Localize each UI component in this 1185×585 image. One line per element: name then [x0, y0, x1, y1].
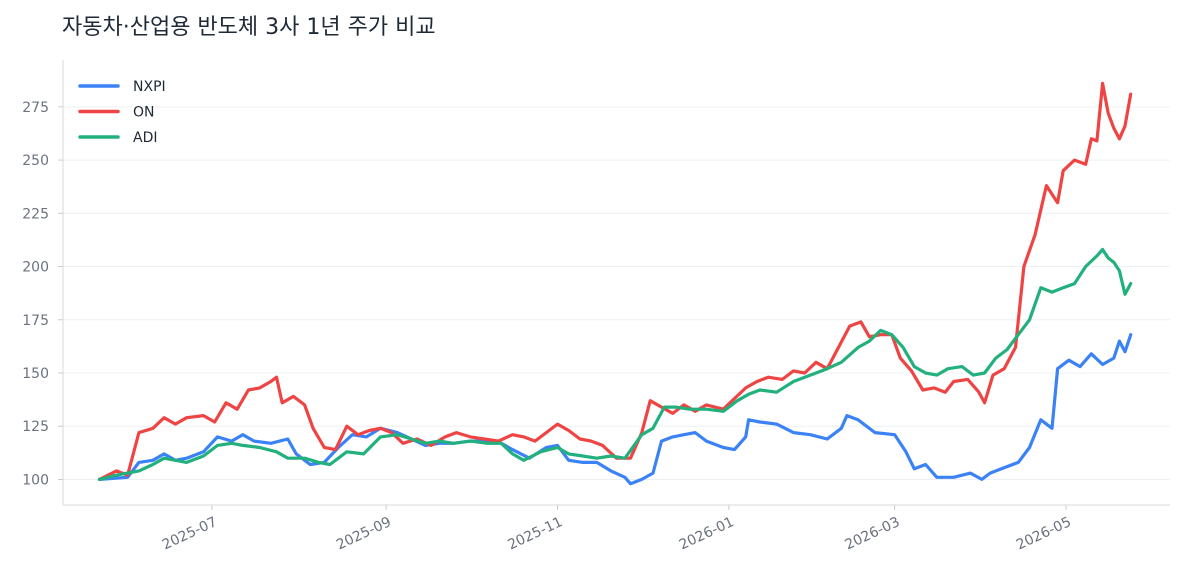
chart-title: 자동차·산업용 반도체 3사 1년 주가 비교 — [62, 15, 436, 40]
series-line-on — [97, 81, 1133, 481]
x-tick-labels: 2025-07 2025-09 2025-11 2026-01 2026-03 2026-… — [160, 505, 1074, 553]
x-tick-label: 2026-03 — [843, 514, 903, 553]
series-line-nxpi — [97, 333, 1133, 486]
y-tick-label: 175 — [22, 313, 49, 329]
series-lines — [97, 81, 1133, 486]
x-tick-label: 2025-07 — [160, 514, 220, 553]
y-tick-label: 275 — [22, 100, 49, 116]
y-tick-label: 200 — [22, 260, 49, 276]
x-tick-label: 2025-11 — [505, 514, 565, 553]
series-line-adi — [97, 247, 1133, 481]
y-tick-label: 125 — [22, 419, 49, 435]
legend-label-on: ON — [133, 105, 155, 121]
legend-label-adi: ADI — [133, 130, 158, 146]
y-tick-label: 225 — [22, 206, 49, 222]
y-tick-labels: 100 125 150 175 200 225 250 275 — [22, 100, 63, 488]
axes — [62, 60, 1170, 506]
legend: NXPI ON ADI — [78, 79, 166, 146]
y-tick-label: 100 — [22, 472, 49, 488]
x-tick-label: 2026-01 — [677, 514, 737, 553]
y-tick-label: 150 — [22, 366, 49, 382]
gridlines — [63, 106, 1170, 480]
x-tick-label: 2026-05 — [1014, 514, 1074, 553]
legend-label-nxpi: NXPI — [133, 79, 166, 95]
y-tick-label: 250 — [22, 153, 49, 169]
x-tick-label: 2025-09 — [334, 514, 394, 553]
